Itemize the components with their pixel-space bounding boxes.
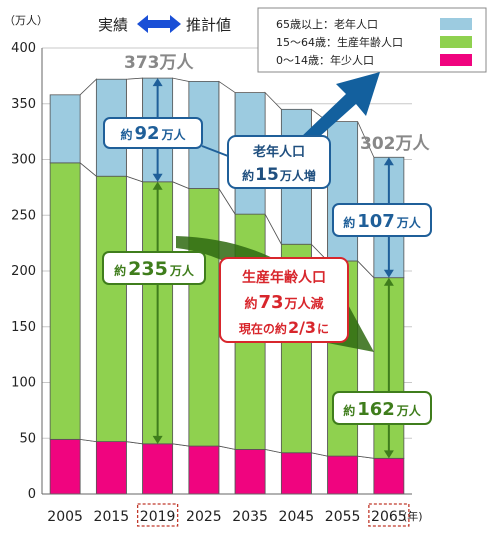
x-tick-label-2065: 2065 — [371, 509, 407, 525]
working-2019-range-arrow-icon — [152, 181, 163, 444]
bar-2025-series-1 — [188, 188, 220, 447]
x-tick-label-2045: 2045 — [279, 509, 315, 525]
x-tick-label-2025: 2025 — [186, 509, 222, 525]
legend-label-1: 15〜64歳：生産年齢人口 — [276, 35, 403, 49]
legend-swatch-2 — [440, 18, 472, 30]
legend-swatch-1 — [440, 36, 472, 48]
y-tick-label-50: 50 — [19, 431, 36, 446]
x-tick-label-2019: 2019 — [140, 509, 176, 525]
highlight-box-2019 — [136, 503, 179, 527]
svg-text:約15万人増: 約15万人増 — [242, 165, 316, 185]
svg-text:生産年齢人口: 生産年齢人口 — [242, 269, 326, 286]
elderly-change-callout: 老年人口 約15万人増 — [227, 135, 331, 189]
y-tick-label-300: 300 — [11, 153, 36, 168]
svg-text:約73万人減: 約73万人減 — [244, 292, 323, 313]
connector-2015-2019-s0 — [125, 441, 144, 495]
connector-2055-2065-s1 — [357, 259, 375, 459]
highlight-box-2065 — [368, 503, 410, 527]
total-2019-label: 373万人 — [124, 53, 194, 73]
bar-2019-series-0 — [142, 443, 174, 495]
connector-2035-2045-s0 — [264, 448, 282, 495]
x-tick-label-2055: 2055 — [325, 509, 361, 525]
bar-2005-series-2 — [49, 94, 81, 164]
legend: 65歳以上：老年人口 15〜64歳：生産年齢人口 0〜14歳：年少人口 — [257, 7, 487, 73]
x-tick-label-2015: 2015 — [94, 509, 130, 525]
connector-2019-2025-s1 — [172, 181, 190, 447]
bar-2055-series-0 — [327, 455, 359, 495]
bar-2065-series-0 — [373, 457, 405, 495]
connector-2005-2015-s1 — [79, 161, 97, 443]
bar-2015-series-0 — [95, 441, 127, 495]
bar-2045-series-0 — [280, 452, 312, 495]
y-tick-label-250: 250 — [11, 208, 36, 223]
y-tick-label-150: 150 — [11, 320, 36, 335]
legend-swatch-0 — [440, 54, 472, 66]
bar-2005-series-1 — [49, 162, 81, 440]
y-tick-label-400: 400 — [11, 41, 36, 56]
connector-2005-2015-s0 — [79, 438, 97, 495]
elderly-2019-callout: 約 92 万人 — [103, 117, 203, 149]
svg-text:現在の約2/3に: 現在の約2/3に — [239, 318, 329, 337]
total-2065-label: 302万人 — [360, 134, 430, 154]
x-tick-labels: 2005 2015 2019 2025 2035 2045 2055 2065 — [47, 503, 410, 527]
bar-2015-series-1 — [95, 175, 127, 442]
connector-2055-2065-s0 — [357, 455, 375, 495]
x-tick-label-2035: 2035 — [232, 509, 268, 525]
elderly-increase-arrow-icon — [300, 72, 380, 138]
connector-2025-2035-s0 — [218, 445, 236, 495]
y-tick-label-350: 350 — [11, 97, 36, 112]
y-axis-unit: （万人） — [4, 14, 48, 27]
working-2065-callout: 約 162 万人 — [332, 391, 432, 425]
period-double-arrow-icon — [137, 15, 181, 33]
working-2019-callout: 約 235 万人 — [102, 251, 206, 285]
y-tick-label-200: 200 — [11, 264, 36, 279]
connector-2005-2015-s2 — [79, 78, 97, 178]
y-tick-label-100: 100 — [11, 376, 36, 391]
axes — [41, 48, 412, 495]
y-tick-label-0: 0 — [28, 487, 36, 502]
bar-2025-series-0 — [188, 445, 220, 495]
connector-2045-2055-s0 — [310, 452, 329, 495]
svg-text:老年人口: 老年人口 — [252, 144, 305, 160]
bar-2005-series-0 — [49, 438, 81, 495]
y-tick-labels: 0 50 100 150 200 250 300 350 400 — [11, 41, 36, 502]
bar-2055-series-2 — [327, 121, 359, 262]
x-tick-label-2005: 2005 — [47, 509, 83, 525]
period-projected-label: 推計値 — [186, 16, 231, 34]
connector-2015-2019-s1 — [125, 175, 144, 445]
period-actual-label: 実績 — [98, 16, 128, 34]
connector-2019-2025-s0 — [172, 443, 190, 495]
x-axis-unit: (年) — [403, 509, 423, 523]
bar-2035-series-0 — [234, 448, 266, 495]
working-change-callout: 生産年齢人口 約73万人減 現在の約2/3に — [219, 257, 349, 343]
legend-label-2: 65歳以上：老年人口 — [276, 17, 378, 31]
elderly-2065-callout: 約 107 万人 — [332, 203, 432, 237]
legend-label-0: 0〜14歳：年少人口 — [276, 53, 374, 67]
